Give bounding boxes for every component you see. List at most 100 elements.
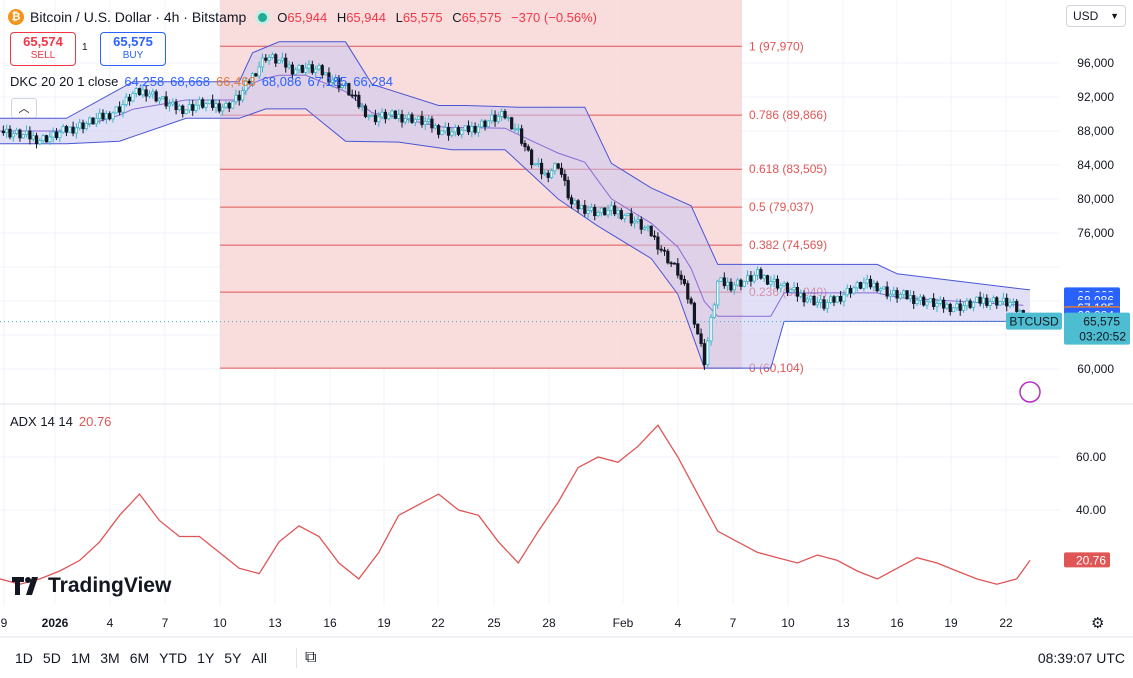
timeframe-1m[interactable]: 1M xyxy=(70,650,91,666)
candle-body xyxy=(34,135,39,145)
timeframe-5d[interactable]: 5D xyxy=(42,650,61,666)
candle-body xyxy=(446,127,451,136)
utc-clock[interactable]: 08:39:07 UTC xyxy=(1037,650,1125,666)
candle-body xyxy=(234,94,238,103)
dkc-indicator-legend[interactable]: DKC 20 20 1 close 64,258 68,668 66,463 6… xyxy=(10,74,393,89)
candle-body xyxy=(719,277,723,282)
candle-body xyxy=(377,116,381,123)
candle-body xyxy=(878,288,883,292)
candle-body xyxy=(260,57,265,68)
tradingview-logo[interactable]: TradingView xyxy=(12,574,171,598)
timeframe-1y[interactable]: 1Y xyxy=(197,650,215,666)
candle-body xyxy=(187,104,191,111)
close-label: C xyxy=(452,9,462,25)
candle-body xyxy=(566,180,570,199)
candle-body xyxy=(506,117,510,120)
candle-body xyxy=(726,281,730,287)
timeframe-1d[interactable]: 1D xyxy=(15,650,33,666)
candle-body xyxy=(244,80,248,92)
adx-legend[interactable]: ADX 14 14 20.76 xyxy=(10,414,111,429)
candle-body xyxy=(815,301,819,306)
candle-body xyxy=(174,101,178,111)
candle-body xyxy=(373,114,378,123)
price-axis-label: 60,000 xyxy=(1077,362,1114,376)
candle-body xyxy=(915,299,919,304)
candle-body xyxy=(922,296,926,306)
candle-body xyxy=(137,88,142,96)
dkc-value-3: 66,463 xyxy=(215,74,256,89)
candles-group xyxy=(1,52,1032,371)
candle-body xyxy=(197,99,201,106)
timeframe-all[interactable]: All xyxy=(251,650,267,666)
candle-body xyxy=(227,102,231,109)
sell-label: SELL xyxy=(30,50,56,61)
candle-body xyxy=(68,126,72,133)
candle-body xyxy=(363,105,368,117)
chart-settings-icon[interactable]: ⚙ xyxy=(1091,615,1105,632)
sell-button[interactable]: 65,574 SELL xyxy=(10,32,76,66)
buy-price: 65,575 xyxy=(113,34,153,49)
timeframe-6m[interactable]: 6M xyxy=(129,650,150,666)
candle-body xyxy=(623,214,627,219)
candle-body xyxy=(965,300,969,307)
candle-body xyxy=(403,118,407,123)
currency-select[interactable]: USD ▼ xyxy=(1066,5,1126,27)
candle-body xyxy=(470,126,474,133)
candle-body xyxy=(692,302,697,325)
candle-body xyxy=(633,220,637,224)
candle-body xyxy=(154,91,158,102)
candle-body xyxy=(98,112,102,119)
candle-body xyxy=(779,285,783,289)
buy-button[interactable]: 65,575 BUY xyxy=(100,32,166,66)
candle-body xyxy=(553,163,557,172)
adx-line xyxy=(0,424,1031,585)
high-label: H xyxy=(336,9,347,25)
candle-body xyxy=(656,236,660,250)
candle-body xyxy=(380,111,384,118)
toolbar-divider xyxy=(295,648,297,668)
timeframe-ytd[interactable]: YTD xyxy=(159,650,188,666)
candle-body xyxy=(357,94,361,108)
candle-body xyxy=(961,305,966,311)
candle-body xyxy=(642,227,647,230)
candle-body xyxy=(858,282,863,289)
candle-body xyxy=(88,117,92,124)
candle-body xyxy=(297,65,301,71)
candle-body xyxy=(207,99,211,105)
open-label: O xyxy=(277,9,288,25)
candle-body xyxy=(257,66,261,77)
candle-body xyxy=(868,278,873,288)
candle-body xyxy=(732,284,736,291)
candle-body xyxy=(975,296,979,303)
candle-body xyxy=(789,289,793,293)
candle-body xyxy=(104,113,108,120)
collapse-legend-button[interactable]: ︿ xyxy=(11,98,37,118)
candle-body xyxy=(18,129,22,139)
date-range-icon[interactable]: ⧉ xyxy=(304,649,317,666)
candle-body xyxy=(712,304,716,318)
candle-body xyxy=(636,219,640,222)
candle-body xyxy=(646,225,650,229)
candle-body xyxy=(24,130,29,135)
time-axis-label: 4 xyxy=(107,616,114,630)
candle-body xyxy=(456,127,461,135)
time-axis-label: 19 xyxy=(377,616,391,630)
candle-body xyxy=(772,278,776,283)
candle-body xyxy=(118,106,122,113)
candle-body xyxy=(317,65,321,70)
symbol-title[interactable]: Bitcoin / U.S. Dollar · 4h · Bitstamp xyxy=(30,9,247,25)
candle-body xyxy=(649,225,653,237)
candle-body xyxy=(460,129,464,135)
time-axis-label: 25 xyxy=(487,616,501,630)
candle-body xyxy=(829,296,833,303)
candle-body xyxy=(616,210,620,215)
timeframe-5y[interactable]: 5Y xyxy=(224,650,242,666)
timeframe-3m[interactable]: 3M xyxy=(100,650,120,666)
candle-body xyxy=(237,94,241,101)
candle-body xyxy=(61,126,65,133)
candle-body xyxy=(809,295,813,300)
candle-body xyxy=(480,120,484,128)
candle-body xyxy=(988,301,992,306)
candle-body xyxy=(211,99,215,108)
